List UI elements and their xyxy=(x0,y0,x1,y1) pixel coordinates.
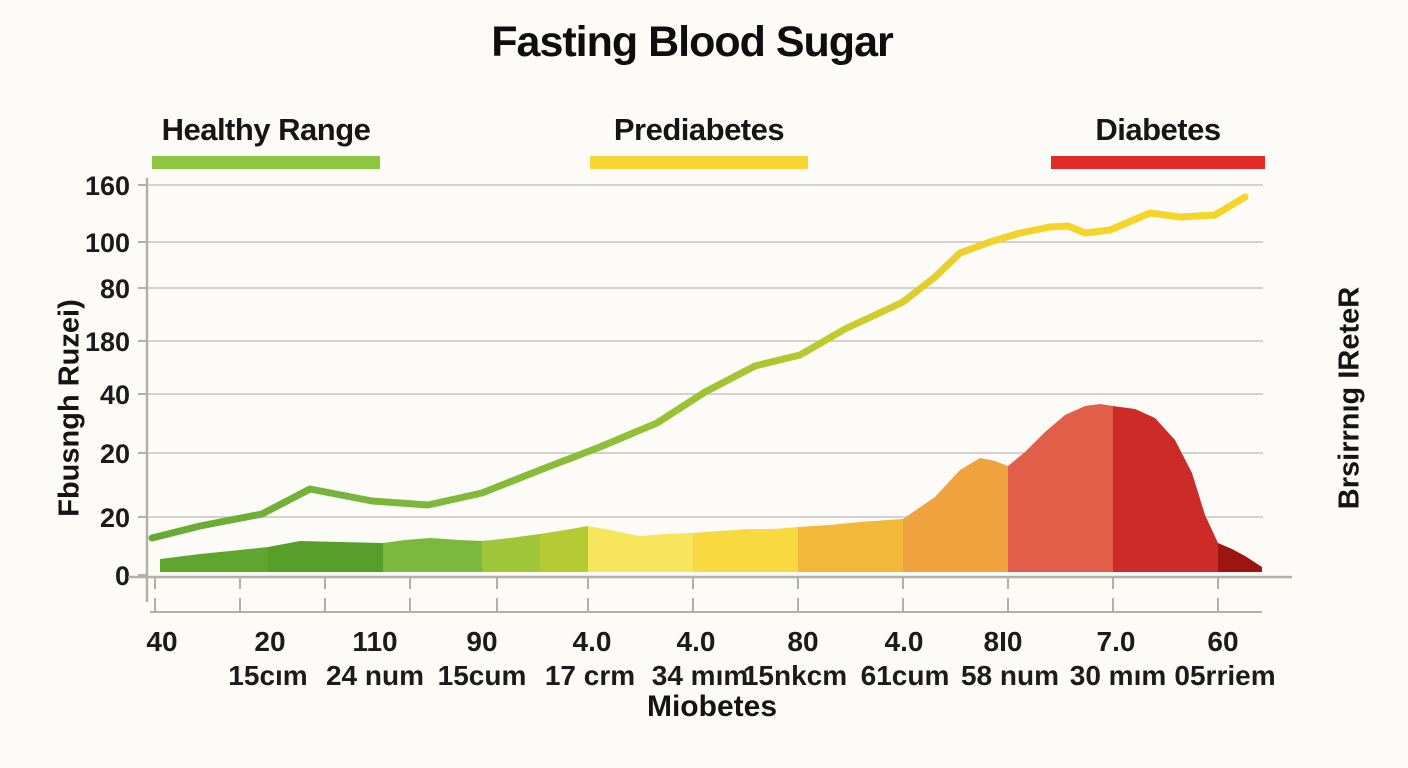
x-tick-label: 4.0 xyxy=(676,626,716,657)
area-segment xyxy=(1218,543,1262,572)
y-tick-label: 100 xyxy=(85,228,130,258)
x-tick-label: 8I0 xyxy=(983,626,1023,657)
y-tick-label: 40 xyxy=(100,380,130,410)
area-segment xyxy=(160,547,268,572)
x-tick-label: 15cım xyxy=(228,660,308,691)
legend-label-prediabetes: Prediabetes xyxy=(613,112,785,147)
y-tick-label: 0 xyxy=(115,561,130,591)
x-tick-label: 80 xyxy=(787,626,819,657)
area-segment xyxy=(903,458,1008,572)
x-tick-label: 05rriem xyxy=(1174,660,1276,691)
x-tick-label: 30 mım xyxy=(1069,660,1167,691)
x-tick-label: 58 num xyxy=(960,660,1060,691)
area-segment xyxy=(1113,406,1218,572)
legend-swatch-healthy-range xyxy=(152,156,380,169)
y-tick-label: 80 xyxy=(100,274,130,304)
x-tick-label: 4.0 xyxy=(572,626,612,657)
area-segment xyxy=(693,527,798,572)
x-tick-label: 15cum xyxy=(437,660,527,691)
area-segment xyxy=(798,519,903,572)
y-axis-title: Fbusngh Ruzei) xyxy=(53,299,86,517)
legend-item-prediabetes: Prediabetes xyxy=(590,112,808,169)
legend-label-healthy-range: Healthy Range xyxy=(161,112,371,147)
legend-swatch-prediabetes xyxy=(590,156,808,169)
x-axis-tick-labels-row1: 40 20 110 90 4.0 4.0 80 4.0 8I0 7.0 60 xyxy=(0,626,1408,658)
area-segment xyxy=(1008,404,1113,572)
area-segment xyxy=(482,534,540,572)
x-tick-label: 90 xyxy=(466,626,498,657)
area-segment xyxy=(383,538,482,572)
chart-title: Fasting Blood Sugar xyxy=(491,18,893,66)
x-tick-label: 40 xyxy=(146,626,178,657)
area-segment xyxy=(540,526,588,572)
y-tick-label: 160 xyxy=(85,171,130,201)
x-tick-label: 110 xyxy=(352,626,398,657)
trend-line xyxy=(148,193,1249,542)
legend-label-diabetes: Diabetes xyxy=(1095,112,1221,147)
right-axis-title: Brsirrnıg IReteR xyxy=(1333,286,1366,510)
x-tick-label: 4.0 xyxy=(884,626,924,657)
area-segment xyxy=(588,526,693,572)
x-tick-label: 60 xyxy=(1207,626,1239,657)
x-tick-label: 17 crm xyxy=(544,660,636,691)
legend-item-diabetes: Diabetes xyxy=(1051,112,1265,169)
x-axis-tick-labels-row2: 15cım 24 num 15cum 17 crm 34 mım 15nkcm 61cum 5… xyxy=(0,660,1408,692)
legend-item-healthy-range: Healthy Range xyxy=(152,112,380,169)
x-tick-label: 7.0 xyxy=(1096,626,1136,657)
legend-swatch-diabetes xyxy=(1051,156,1265,169)
x-tick-label: 20 xyxy=(254,626,286,657)
x-tick-label: 61cum xyxy=(860,660,950,691)
x-tick-label: 24 num xyxy=(325,660,425,691)
y-tick-label: 180 xyxy=(85,327,130,357)
x-axis-title: Miobetes xyxy=(646,690,778,723)
y-tick-label: 20 xyxy=(100,503,130,533)
y-tick-label: 20 xyxy=(100,439,130,469)
x-tick-label: 34 mım xyxy=(651,660,749,691)
area-segment xyxy=(268,541,383,572)
x-tick-label: 15nkcm xyxy=(742,660,848,691)
